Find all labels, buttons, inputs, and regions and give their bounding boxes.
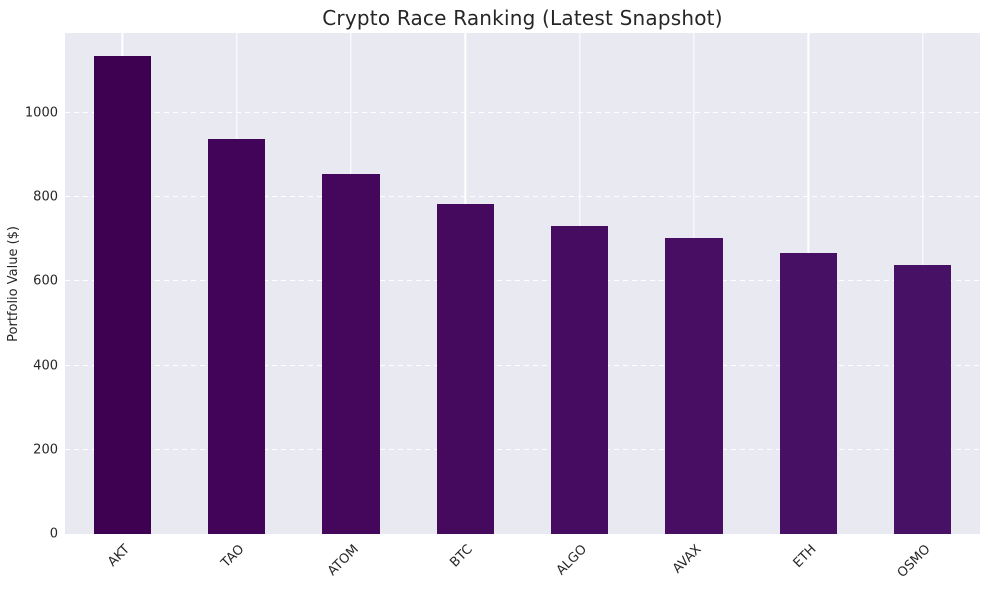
y-tick-label: 1000 bbox=[24, 105, 58, 121]
horizontal-gridline bbox=[65, 196, 980, 198]
horizontal-gridline bbox=[65, 364, 980, 366]
y-tick-label: 0 bbox=[49, 526, 58, 542]
x-tick-label-akt: AKT bbox=[104, 542, 133, 570]
y-tick-label: 600 bbox=[33, 273, 58, 289]
bar-atom bbox=[322, 174, 380, 534]
bar-akt bbox=[93, 56, 151, 534]
x-tick-label-eth: ETH bbox=[790, 542, 820, 571]
bar-tao bbox=[207, 139, 266, 534]
plot-area bbox=[65, 33, 980, 534]
y-tick-label: 200 bbox=[33, 442, 58, 458]
x-axis-tick-labels: AKT TAO ATOM BTC ALGO AVAX ETH OSMO bbox=[65, 537, 980, 590]
horizontal-gridline bbox=[65, 112, 980, 113]
x-tick-label-atom: ATOM bbox=[324, 542, 362, 579]
horizontal-gridline bbox=[65, 448, 980, 450]
x-tick-label-btc: BTC bbox=[447, 542, 476, 571]
horizontal-gridline bbox=[65, 280, 980, 282]
y-tick-label: 400 bbox=[33, 358, 58, 374]
bar-avax bbox=[665, 238, 723, 534]
bar-osmo bbox=[894, 265, 952, 534]
bar-algo bbox=[551, 225, 609, 534]
x-tick-label-avax: AVAX bbox=[670, 542, 705, 577]
bar-btc bbox=[436, 203, 494, 534]
x-tick-label-osmo: OSMO bbox=[894, 542, 934, 581]
bar-eth bbox=[779, 253, 838, 534]
x-tick-label-algo: ALGO bbox=[553, 542, 591, 579]
x-tick-label-tao: TAO bbox=[218, 542, 248, 571]
chart-title: Crypto Race Ranking (Latest Snapshot) bbox=[322, 6, 723, 30]
y-tick-label: 800 bbox=[33, 189, 58, 205]
y-axis-tick-labels: 0 200 400 600 800 1000 bbox=[0, 33, 58, 541]
